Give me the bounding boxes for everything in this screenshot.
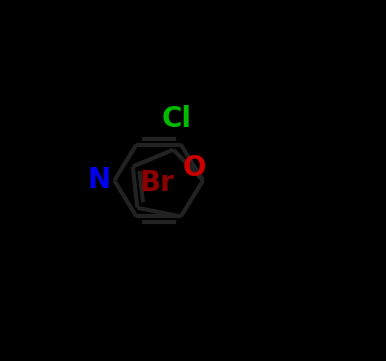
Text: Br: Br <box>139 169 174 196</box>
Text: N: N <box>87 166 110 195</box>
Text: O: O <box>183 154 206 182</box>
Text: Cl: Cl <box>162 105 192 133</box>
